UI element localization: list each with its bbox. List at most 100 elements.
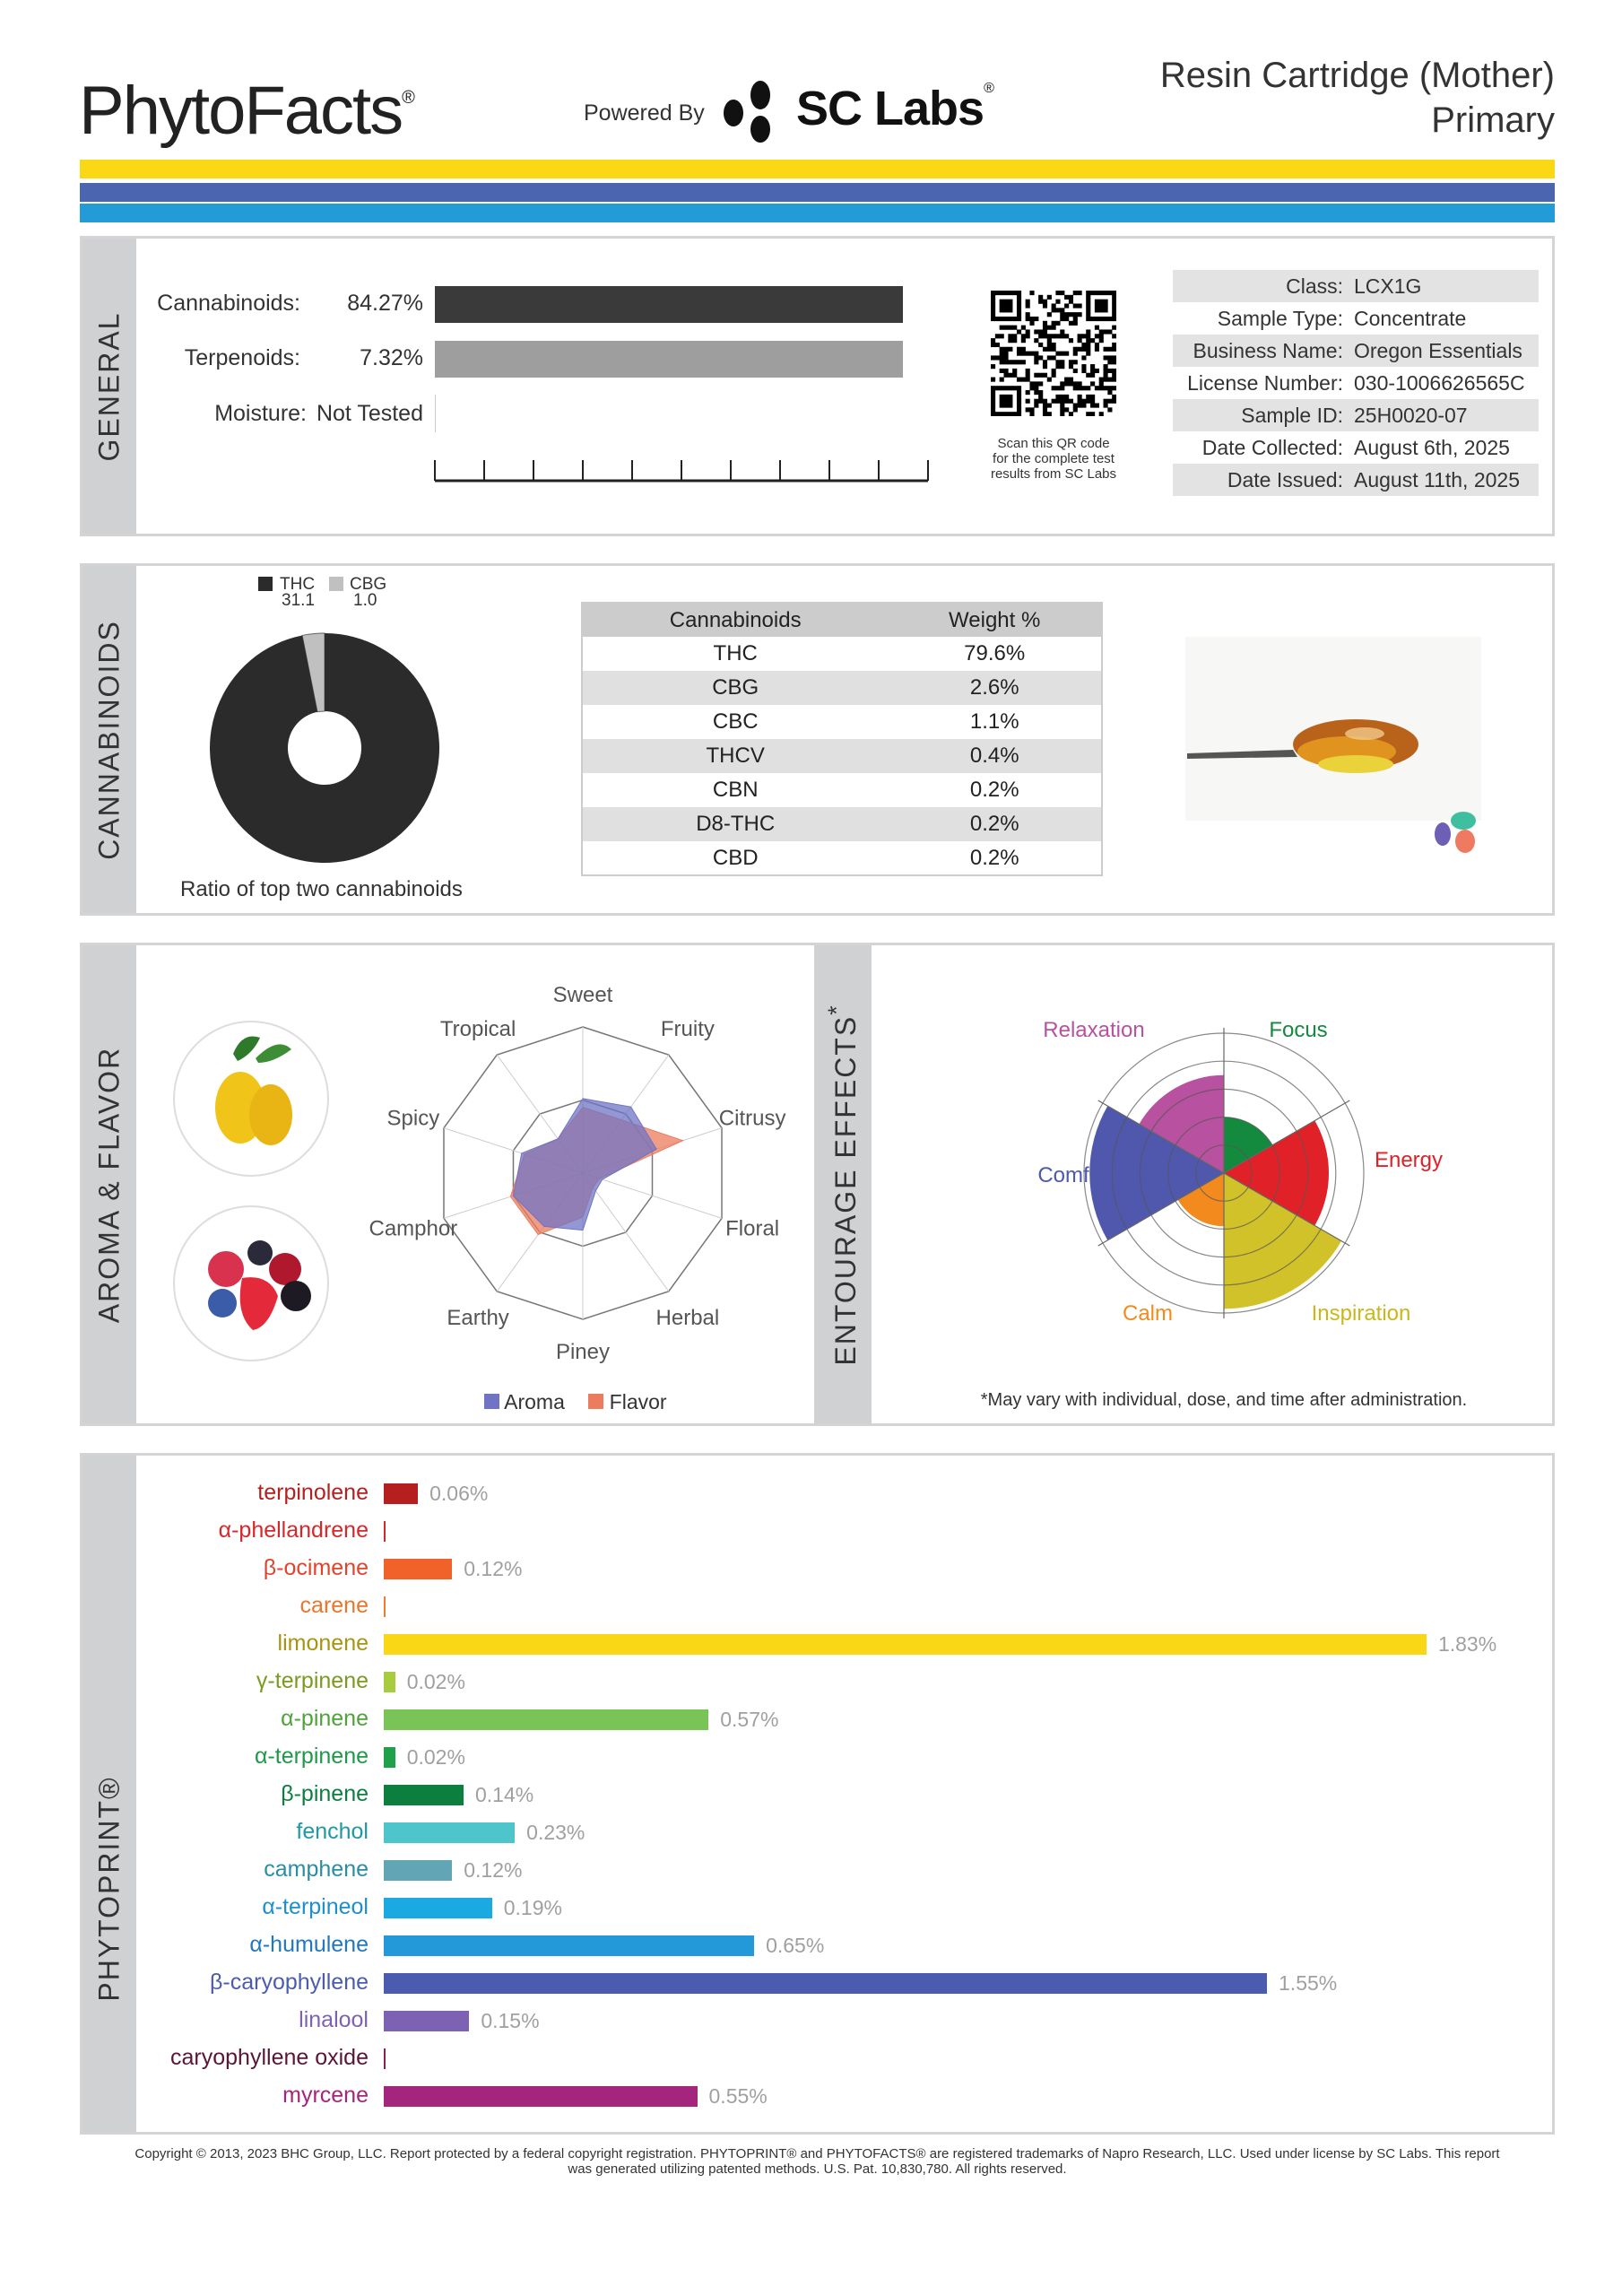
cannabinoid-weight: 2.6% (888, 671, 1102, 705)
terpene-label: caryophyllene oxide (170, 2045, 369, 2070)
info-label: Sample Type: (1217, 307, 1343, 330)
terpene-value: 0.12% (464, 1557, 523, 1580)
table-row: THC 79.6% (582, 637, 1102, 671)
polar-spoke (1223, 1100, 1350, 1174)
footnote-marker: * (823, 1003, 851, 1015)
stripe-cyan (80, 204, 1555, 222)
info-label: License Number: (1187, 371, 1343, 395)
section-sidebar: AROMA & FLAVOR (82, 945, 136, 1423)
cannabinoids-table: Cannabinoids Weight % THC 79.6% CBG 2.6% CBC 1… (581, 602, 1103, 876)
terpene-label: α-terpineol (262, 1894, 369, 1919)
effect-label-energy: Energy (1375, 1148, 1443, 1172)
terpene-label: limonene (277, 1631, 369, 1656)
info-value: Concentrate (1354, 307, 1467, 330)
terpene-bar (384, 1483, 419, 1504)
stripe-blue (80, 183, 1555, 202)
terpene-label: camphene (264, 1857, 369, 1882)
terpene-value: 0.15% (481, 2009, 540, 2032)
registered-mark: ® (984, 81, 994, 96)
entourage-sidebar: ENTOURAGE EFFECTS* (814, 945, 872, 1423)
terpene-bar (384, 1747, 395, 1768)
berries-image (173, 1205, 329, 1361)
terpene-label: fenchol (296, 1819, 369, 1844)
terpene-value: 0.06% (429, 1482, 489, 1505)
copyright-footer: Copyright © 2013, 2023 BHC Group, LLC. R… (80, 2146, 1555, 2177)
terpene-label: α-phellandrene (218, 1518, 369, 1543)
cannabinoid-name: CBN (712, 778, 759, 802)
cannabinoid-name: THC (713, 641, 758, 665)
radar-axis-label: Herbal (656, 1306, 720, 1330)
terpene-bar (384, 1559, 453, 1579)
info-label: Business Name: (1193, 339, 1343, 362)
entourage-footnote: *May vary with individual, dose, and tim… (980, 1390, 1468, 1410)
aroma-series-area (512, 1098, 657, 1231)
entourage-label-text: ENTOURAGE EFFECTS (828, 1014, 862, 1366)
info-row: Sample ID: 25H0020-07 (1173, 399, 1539, 431)
terpene-bar (384, 1672, 395, 1692)
table-header-row: Cannabinoids Weight % (582, 603, 1102, 637)
cannabinoid-name: THCV (582, 739, 889, 773)
aroma-flavor-radar-chart: Sweet Fruity Citrusy Floral Herbal Piney Earth… (369, 987, 786, 1363)
partner-name: SC Labs (796, 82, 984, 135)
terpenoids-bar (435, 341, 903, 378)
cannabinoid-name: D8-THC (582, 807, 889, 841)
qr-code[interactable] (991, 291, 1116, 416)
sc-labs-logo-icon (724, 81, 770, 143)
terpene-label: carene (299, 1593, 369, 1618)
flavor-swatch (588, 1394, 604, 1409)
effect-sector-relaxation (1139, 1074, 1224, 1173)
radar-axis-label: Sweet (553, 987, 613, 1007)
terpene-label: β-ocimene (263, 1555, 369, 1580)
radar-spoke (582, 1172, 670, 1292)
legend-thc-value: 31.1 (282, 591, 315, 610)
effect-sector-inspiration (1224, 1173, 1342, 1309)
product-name: Resin Cartridge (Mother) (1159, 56, 1555, 95)
radar-axis-label: Fruity (661, 1017, 715, 1041)
thc-swatch (258, 577, 273, 591)
info-label: Date Issued: (1227, 468, 1343, 491)
moisture-bar (435, 395, 436, 432)
cannabinoid-weight: 0.4% (888, 739, 1102, 773)
section-label: PHYTOPRINT® (92, 1775, 126, 2002)
legend-cbg-name: CBG (350, 575, 387, 594)
terpene-label: myrcene (282, 2083, 369, 2108)
terpene-value: 0.19% (503, 1896, 562, 1919)
effect-sector-calm (1177, 1173, 1224, 1227)
table-row: THCV 0.4% (582, 739, 1102, 773)
info-label: Date Collected: (1201, 436, 1343, 459)
footer-line: was generated utilizing patented methods… (568, 2161, 1067, 2177)
effect-sector-comfort (1089, 1106, 1224, 1240)
cbg-swatch (329, 577, 343, 591)
product-type: Primary (1431, 100, 1555, 140)
col-header-cannabinoid: Cannabinoids (582, 603, 889, 637)
info-value: Oregon Essentials (1354, 339, 1522, 362)
info-value: August 6th, 2025 (1354, 436, 1510, 459)
info-row: License Number: 030-1006626565C (1173, 367, 1539, 399)
qr-caption: Scan this QR code for the complete test … (973, 436, 1134, 482)
info-row: Date Collected: August 6th, 2025 (1173, 431, 1539, 464)
radar-axis-label: Spicy (387, 1107, 440, 1131)
entourage-effects-chart: Focus Energy Inspiration Calm Comfort Relaxat… (1037, 1018, 1443, 1326)
terpene-label: α-humulene (249, 1932, 369, 1957)
terpene-bar (384, 1822, 516, 1843)
cannabinoid-weight: 0.2% (969, 778, 1019, 802)
terpene-value: 0.65% (766, 1934, 825, 1957)
phytoprint-section: PHYTOPRINT® (80, 1453, 1555, 2135)
terpene-bar (384, 1898, 492, 1918)
info-value: LCX1G (1354, 274, 1422, 298)
terpenoids-label: Terpenoids: (184, 345, 300, 370)
radar-axis-label: Citrusy (719, 1107, 786, 1131)
legend-aroma: Aroma (504, 1390, 565, 1413)
section-sidebar: CANNABINOIDS (82, 566, 136, 913)
terpene-value: 1.55% (1279, 1971, 1338, 1995)
radar-axis-label: Camphor (369, 1216, 458, 1240)
terpene-label: α-pinene (281, 1706, 369, 1731)
qr-caption-line: for the complete test (993, 451, 1115, 466)
donut-slice-thc (209, 633, 439, 863)
terpene-bar (384, 1935, 755, 1956)
table-row: CBN 0.2% (582, 773, 1102, 807)
cannabinoid-weight: 0.2% (888, 807, 1102, 841)
cannabinoid-weight: 1.1% (969, 709, 1019, 734)
table-row: D8-THC 0.2% (582, 807, 1102, 841)
table-row: CBC 1.1% (582, 705, 1102, 739)
